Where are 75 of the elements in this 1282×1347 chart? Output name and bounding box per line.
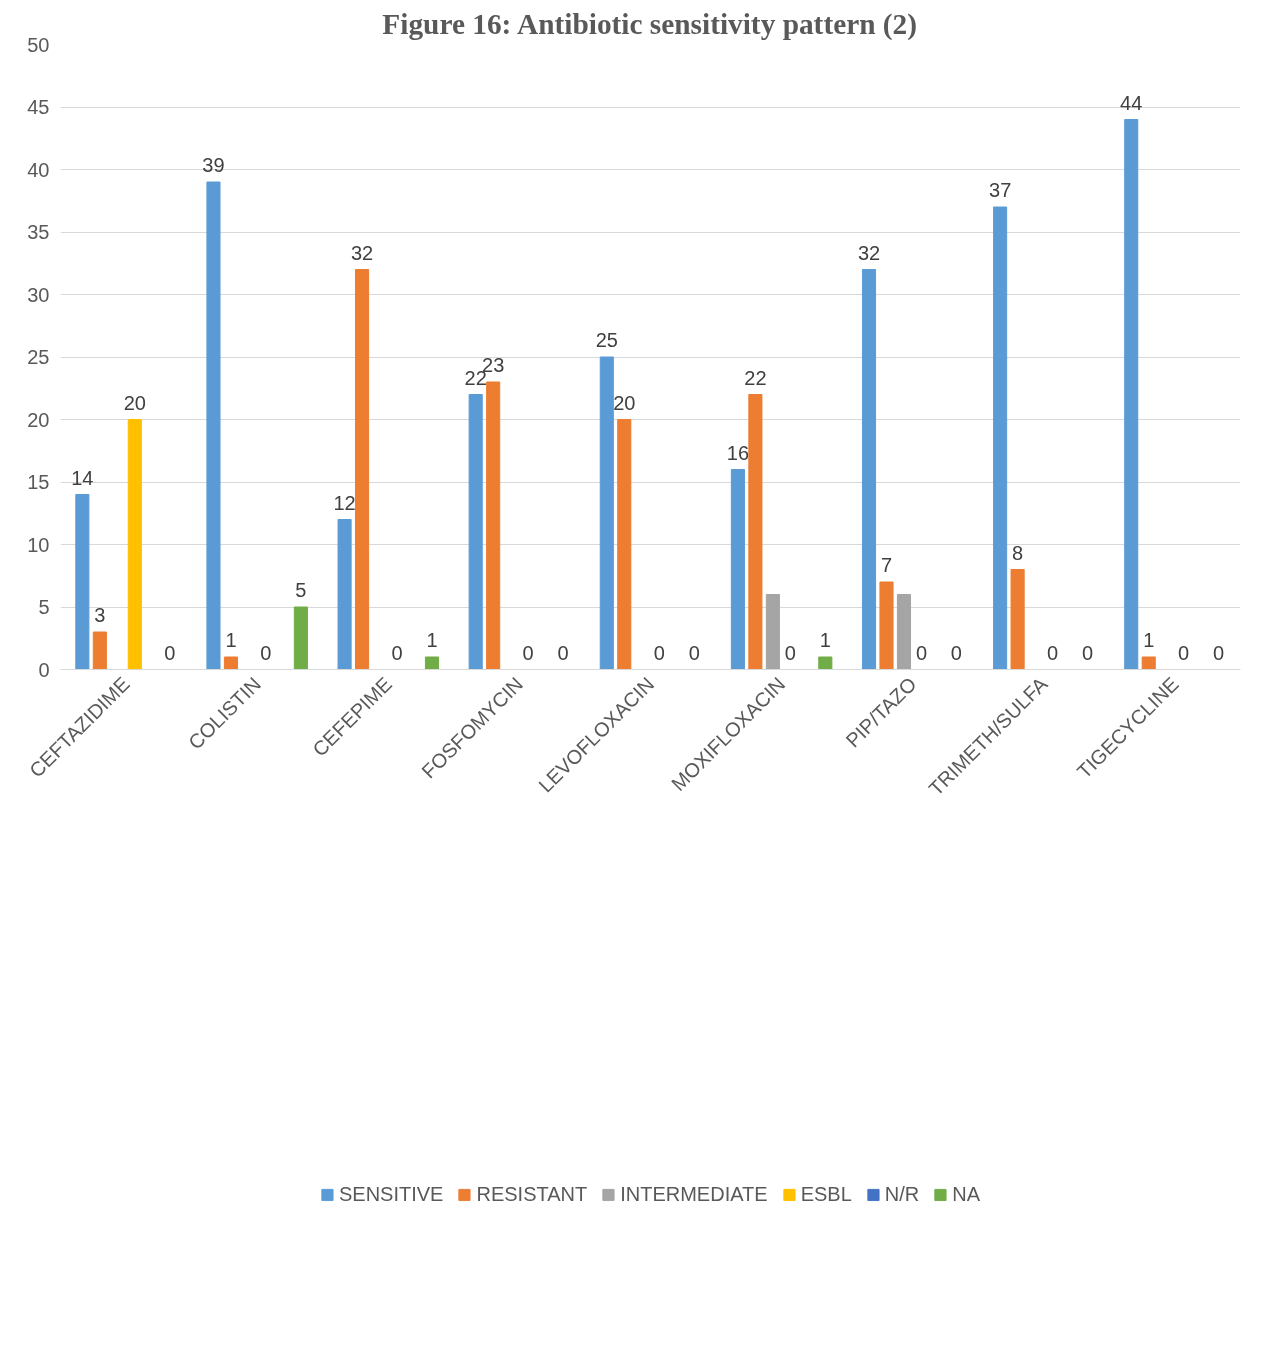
bar xyxy=(337,519,352,670)
data-label: 22 xyxy=(744,366,767,389)
bar xyxy=(424,656,440,670)
data-label: 32 xyxy=(857,241,881,264)
data-label: 0 xyxy=(1081,641,1094,664)
legend-label: ESBL xyxy=(800,1182,852,1206)
y-tick-label: 15 xyxy=(27,471,50,493)
y-tick-label: 10 xyxy=(27,533,50,556)
data-label: 14 xyxy=(71,466,94,489)
bar xyxy=(1124,119,1139,670)
y-tick-label: 50 xyxy=(27,33,50,56)
legend-label: NA xyxy=(952,1182,981,1206)
data-label: 37 xyxy=(989,179,1012,201)
data-label: 0 xyxy=(784,641,796,664)
data-label: 0 xyxy=(1213,641,1225,664)
y-tick-label: 40 xyxy=(27,158,50,181)
data-label: 1 xyxy=(1143,629,1155,651)
bar xyxy=(468,394,483,670)
data-label: 0 xyxy=(950,641,962,664)
data-label: 0 xyxy=(915,641,928,664)
bar xyxy=(206,181,221,670)
y-tick-label: 30 xyxy=(27,283,50,306)
bar xyxy=(993,206,1008,670)
data-label: 1 xyxy=(426,629,438,651)
data-label: 1 xyxy=(819,629,831,651)
data-label: 12 xyxy=(333,491,356,514)
bar xyxy=(1141,656,1156,670)
data-label: 5 xyxy=(295,579,307,601)
y-tick-label: 35 xyxy=(27,221,50,243)
bar xyxy=(617,419,632,670)
data-label: 32 xyxy=(350,241,374,264)
data-label: 20 xyxy=(123,391,146,414)
bar xyxy=(223,656,238,670)
data-label: 25 xyxy=(595,329,618,351)
bar xyxy=(879,581,894,670)
data-label: 7 xyxy=(880,554,893,576)
data-label: 0 xyxy=(522,641,534,664)
data-label: 1 xyxy=(225,629,237,651)
legend-label: RESISTANT xyxy=(476,1182,588,1206)
y-tick-label: 25 xyxy=(27,346,50,368)
y-tick-label: 0 xyxy=(38,658,50,681)
y-tick-label: 45 xyxy=(27,96,50,118)
bar xyxy=(730,469,745,670)
bar xyxy=(486,381,501,670)
bar xyxy=(75,494,90,670)
data-label: 0 xyxy=(164,641,176,664)
data-label: 3 xyxy=(94,604,106,626)
data-label: 20 xyxy=(613,391,636,414)
bar xyxy=(1010,569,1025,670)
chart-title: Figure 16: Antibiotic sensitivity pattern (2) xyxy=(382,7,918,41)
data-label: 39 xyxy=(202,154,225,176)
data-label: 8 xyxy=(1012,541,1024,564)
bar xyxy=(92,631,107,670)
bar xyxy=(861,269,877,670)
bar xyxy=(765,594,780,670)
bar xyxy=(818,656,833,670)
bar xyxy=(127,419,142,670)
data-label: 0 xyxy=(260,641,272,664)
bar xyxy=(355,269,370,670)
bar xyxy=(293,606,308,670)
legend-label: SENSITIVE xyxy=(338,1182,444,1206)
legend-label: INTERMEDIATE xyxy=(620,1182,768,1206)
data-label: 44 xyxy=(1120,91,1143,114)
y-tick-label: 20 xyxy=(27,408,50,431)
data-label: 0 xyxy=(1178,641,1190,664)
bar xyxy=(748,394,763,670)
bar xyxy=(599,356,614,670)
data-label: 0 xyxy=(688,641,700,664)
legend-label: N/R xyxy=(884,1182,920,1206)
data-label: 0 xyxy=(391,641,403,664)
y-tick-label: 5 xyxy=(38,596,50,618)
data-label: 0 xyxy=(557,641,569,664)
data-label: 0 xyxy=(653,641,665,664)
data-label: 0 xyxy=(1047,641,1059,664)
bar xyxy=(896,594,912,670)
